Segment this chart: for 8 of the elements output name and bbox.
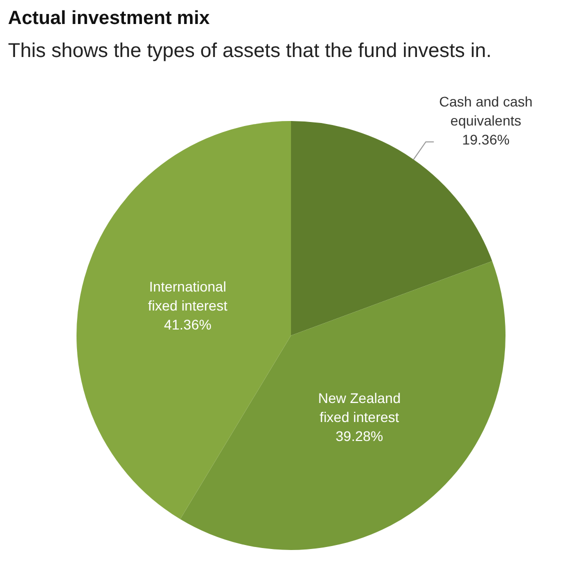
data-label: 19.36%: [462, 132, 510, 148]
slice-label: International fixed interest: [148, 278, 228, 314]
slice-label: Cash and cash equivalents: [439, 94, 533, 129]
slice-label: New Zealand fixed interest: [318, 390, 401, 425]
chart-title: Actual investment mix: [8, 8, 211, 30]
data-label: 39.28%: [336, 428, 384, 444]
chart-subtitle: This shows the types of assets that the fund invests in.: [8, 40, 493, 63]
data-label: 41.36%: [164, 316, 212, 333]
